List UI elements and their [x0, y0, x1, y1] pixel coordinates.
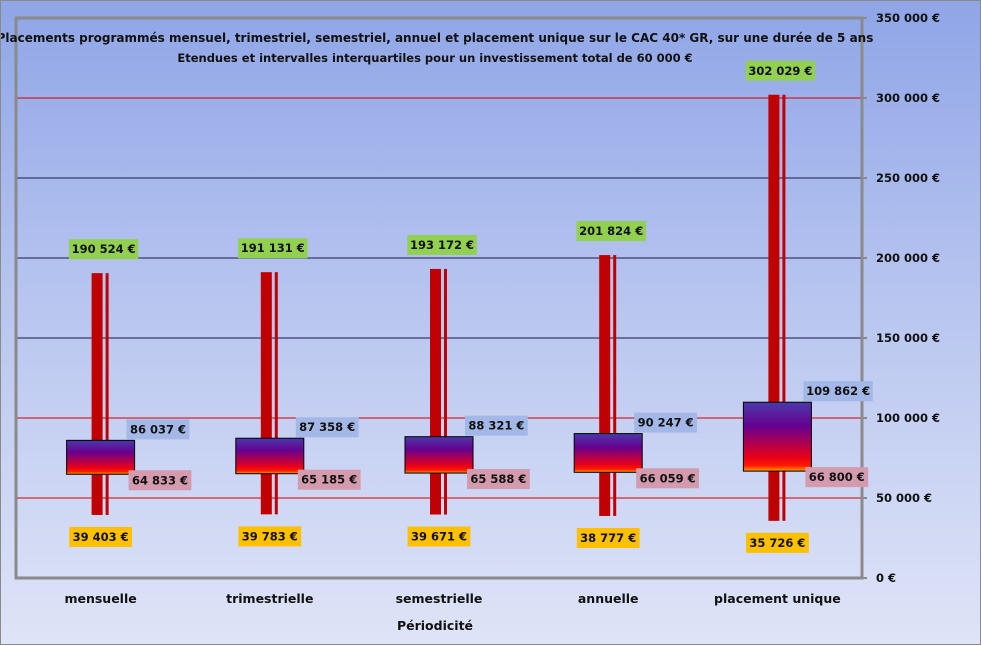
whisker-line: [105, 273, 109, 515]
whisker-bar: [599, 255, 611, 516]
min-label-bg: [746, 532, 809, 553]
x-tick-label: trimestrielle: [226, 591, 313, 606]
min-label-text: 38 777 €: [580, 531, 636, 545]
whisker-bar: [91, 273, 103, 515]
q1-label-text: 66 800 €: [809, 470, 865, 484]
min-label-text: 39 671 €: [411, 530, 467, 544]
min-label: 38 777 €: [576, 527, 640, 548]
q3-label-bg: [634, 412, 697, 433]
q3-label-bg: [465, 415, 528, 436]
max-label: 201 824 €: [576, 221, 646, 242]
max-label-bg: [238, 238, 308, 259]
y-tick-label: 300 000 €: [876, 91, 940, 105]
q3-label: 87 358 €: [295, 417, 359, 438]
iqr-box: [66, 439, 136, 475]
whisker-line: [613, 255, 617, 516]
q1-label: 66 800 €: [805, 467, 869, 488]
x-tick-label: annuelle: [578, 591, 639, 606]
max-label-text: 201 824 €: [579, 224, 643, 238]
iqr-box: [573, 433, 643, 473]
min-label-bg: [576, 527, 640, 548]
q3-label: 88 321 €: [465, 415, 528, 436]
q3-label-bg: [126, 419, 190, 440]
whisker-bar: [260, 272, 272, 515]
min-label-text: 39 403 €: [73, 530, 129, 544]
whisker-bar: [768, 94, 780, 521]
iqr-box: [235, 437, 305, 475]
q1-label-text: 64 833 €: [132, 473, 188, 487]
whisker-line: [444, 268, 447, 515]
plot-border: [14, 16, 864, 580]
chart-title: Placements programmés mensuel, trimestri…: [1, 31, 873, 45]
q3-label-text: 90 247 €: [638, 416, 694, 430]
q1-label: 64 833 €: [128, 470, 192, 491]
q1-label-text: 65 185 €: [301, 473, 357, 487]
q1-label: 65 185 €: [297, 469, 361, 490]
min-label: 39 671 €: [407, 526, 471, 547]
y-tick-label: 150 000 €: [876, 331, 940, 345]
max-label-text: 190 524 €: [72, 242, 136, 256]
q3-label-bg: [295, 417, 359, 438]
q1-label: 66 059 €: [636, 468, 699, 489]
x-tick-label: placement unique: [714, 591, 841, 606]
min-label: 35 726 €: [746, 532, 809, 553]
min-label-text: 39 783 €: [242, 529, 298, 543]
q3-label-bg: [803, 381, 873, 402]
min-label-bg: [238, 526, 302, 547]
q1-label-bg: [636, 468, 699, 489]
whisker-bar: [430, 268, 441, 515]
q3-label-text: 109 862 €: [806, 384, 870, 398]
whisker-line: [782, 94, 786, 521]
max-label-bg: [68, 239, 139, 260]
y-tick-label: 350 000 €: [876, 11, 940, 25]
min-label: 39 403 €: [69, 526, 132, 547]
x-tick-label: semestrielle: [396, 591, 483, 606]
q1-label-bg: [467, 469, 530, 490]
max-label-bg: [745, 60, 816, 81]
max-label-text: 193 172 €: [410, 238, 474, 252]
y-tick-label: 50 000 €: [876, 491, 932, 505]
x-axis-label: Périodicité: [397, 618, 473, 633]
max-label-bg: [576, 221, 646, 242]
q3-label: 109 862 €: [803, 381, 873, 402]
y-tick-label: 200 000 €: [876, 251, 940, 265]
q3-label-text: 88 321 €: [468, 419, 524, 433]
y-tick-label: 0 €: [876, 571, 896, 585]
x-tick-label: mensuelle: [64, 591, 136, 606]
max-label-bg: [407, 234, 477, 255]
q3-label: 90 247 €: [634, 412, 697, 433]
y-tick-label: 100 000 €: [876, 411, 940, 425]
max-label: 193 172 €: [407, 234, 477, 255]
max-label-text: 302 029 €: [748, 64, 812, 78]
q1-label-bg: [128, 470, 192, 491]
iqr-box: [742, 401, 812, 472]
max-label: 190 524 €: [68, 239, 139, 260]
chart-subtitle: Etendues et intervalles interquartiles p…: [177, 51, 692, 65]
q3-label-text: 87 358 €: [299, 420, 355, 434]
iqr-box: [404, 436, 474, 474]
q3-label: 86 037 €: [126, 419, 190, 440]
q3-label-text: 86 037 €: [130, 422, 186, 436]
max-label: 302 029 €: [745, 60, 816, 81]
max-label: 191 131 €: [238, 238, 308, 259]
whisker-line: [274, 272, 278, 515]
q1-label-text: 65 588 €: [470, 472, 526, 486]
min-label: 39 783 €: [238, 526, 302, 547]
max-label-text: 191 131 €: [241, 241, 305, 255]
q1-label-bg: [805, 467, 869, 488]
min-label-bg: [69, 526, 132, 547]
q1-label: 65 588 €: [467, 469, 530, 490]
q1-label-bg: [297, 469, 361, 490]
min-label-text: 35 726 €: [749, 536, 805, 550]
y-tick-label: 250 000 €: [876, 171, 940, 185]
min-label-bg: [407, 526, 471, 547]
q1-label-text: 66 059 €: [640, 471, 696, 485]
